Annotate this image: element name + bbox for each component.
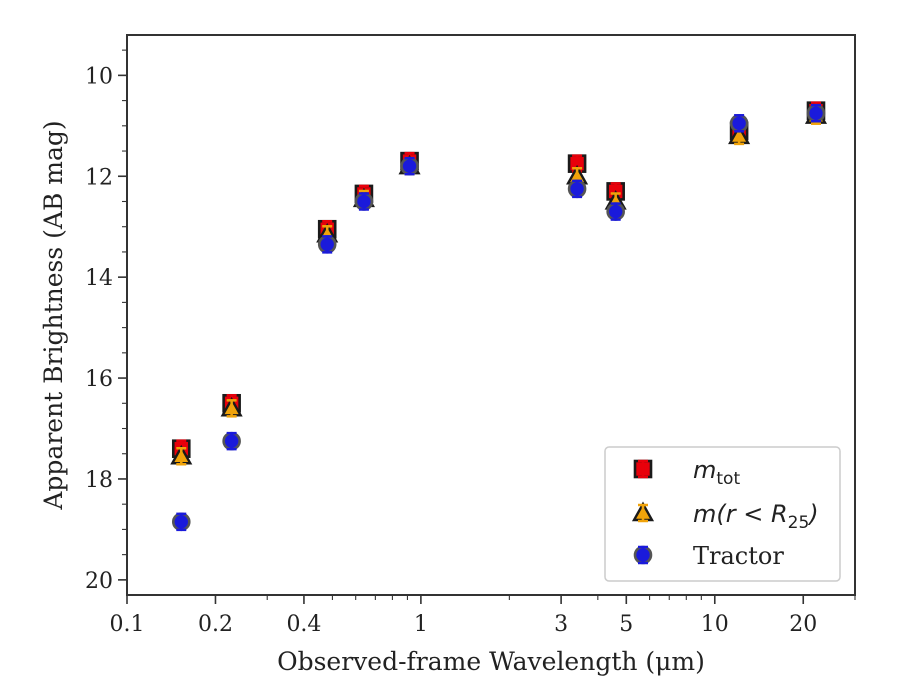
x-tick-label: 10 <box>701 612 729 637</box>
y-tick-label: 20 <box>85 569 113 594</box>
y-tick-label: 16 <box>85 367 113 392</box>
legend-label-tractor: Tractor <box>693 542 784 570</box>
y-tick-label: 12 <box>85 165 113 190</box>
y-tick-label: 18 <box>85 468 113 493</box>
plot-frame <box>126 34 856 596</box>
x-tick-label: 0.1 <box>110 612 145 637</box>
x-axis-title: Observed-frame Wavelength (μm) <box>277 647 705 676</box>
legend: mtot m(r < R25) Tractor <box>604 446 841 582</box>
legend-entry-mr25: m(r < R25) <box>631 500 819 533</box>
x-tick-label: 5 <box>619 612 633 637</box>
legend-entry-tractor: Tractor <box>633 542 784 570</box>
legend-label-mr25: m(r < R25) <box>693 500 819 533</box>
plot-marks <box>170 101 828 532</box>
legend-entry-mtot: mtot <box>633 456 740 489</box>
y-axis-ticks: 10 12 14 16 18 20 <box>85 49 127 594</box>
series-tractor <box>171 103 826 532</box>
x-tick-label: 20 <box>789 612 817 637</box>
y-axis-title: Apparent Brightness (AB mag) <box>39 120 68 510</box>
legend-label-mtot: mtot <box>693 456 740 489</box>
x-tick-label: 0.4 <box>286 612 321 637</box>
x-tick-label: 0.2 <box>198 612 233 637</box>
legend-box <box>604 446 841 582</box>
x-tick-label: 3 <box>554 612 568 637</box>
x-axis-ticks: 0.1 0.2 0.4 1 3 5 10 20 <box>110 595 856 637</box>
y-tick-label: 10 <box>85 64 113 89</box>
y-tick-label: 14 <box>85 266 113 291</box>
x-tick-label: 1 <box>414 612 428 637</box>
